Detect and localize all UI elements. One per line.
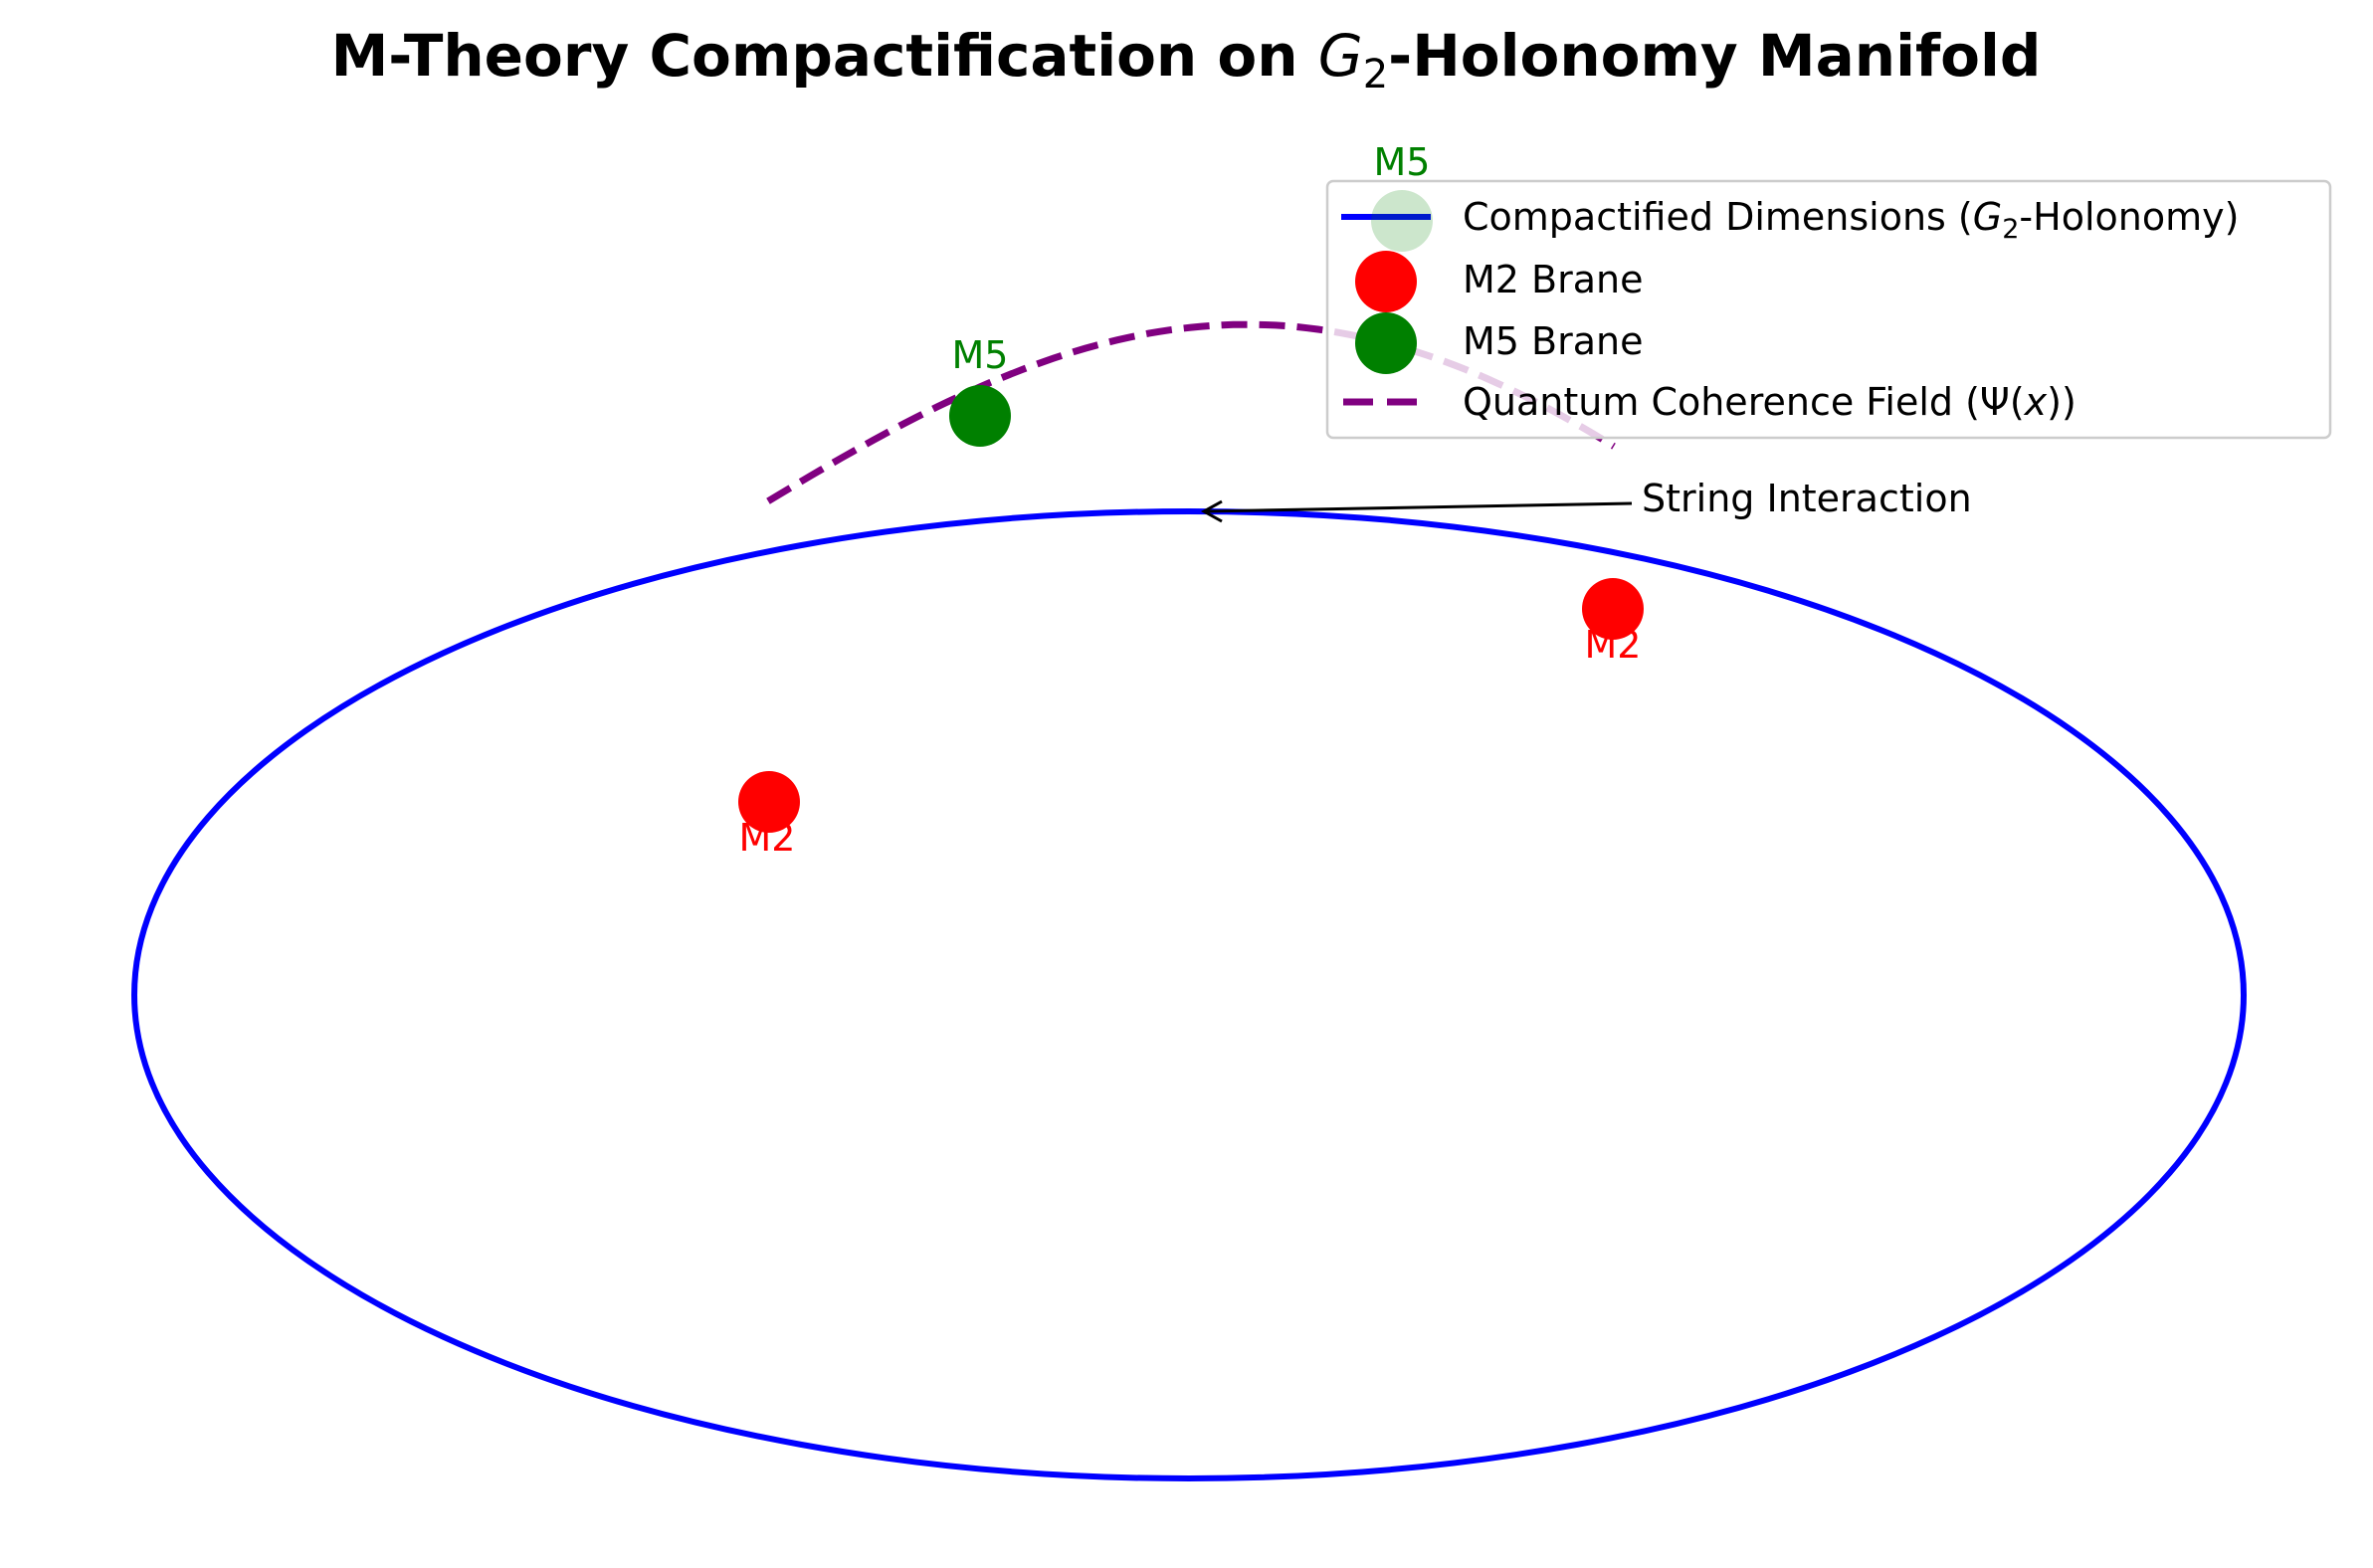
legend-field-prefix: Quantum Coherence Field (Ψ( (1463, 380, 2025, 424)
legend-entry-m5: M5 Brane (1355, 312, 1643, 374)
string-interaction-annotation: String Interaction (1200, 477, 1972, 523)
legend-manifold-symbol: G (1973, 195, 2002, 239)
legend-label-manifold: Compactified Dimensions (G2-Holonomy) (1463, 195, 2239, 245)
title-suffix: -Holonomy Manifold (1388, 22, 2041, 90)
m5-brane-marker (949, 385, 1011, 447)
legend-field-symbol: x (2024, 380, 2048, 424)
legend-field-suffix: )) (2047, 380, 2076, 424)
brane-m2-right: M2 (1582, 578, 1644, 667)
legend-frame (1325, 179, 2332, 440)
quantum-coherence-field (766, 320, 1616, 504)
legend: Compactified Dimensions (G2-Holonomy) M2… (1325, 179, 2332, 440)
diagram-title: M-Theory Compactification on G2-Holonomy… (331, 22, 2042, 98)
m2-brane-marker (1582, 578, 1644, 640)
m2-brane-marker (738, 771, 800, 833)
brane-m5-faded: M5 (1371, 140, 1433, 252)
m5-brane-label: M5 (952, 333, 1009, 377)
legend-m2-swatch (1355, 251, 1417, 312)
brane-m2-left: M2 (738, 771, 800, 860)
m5-brane-marker-faded (1371, 190, 1433, 252)
title-subscript: 2 (1363, 52, 1388, 98)
legend-entry-m2: M2 Brane (1355, 251, 1643, 312)
title-symbol: G (1318, 22, 1363, 90)
legend-entry-field: Quantum Coherence Field (Ψ(x)) (1343, 380, 2076, 424)
m2-brane-label: M2 (1585, 623, 1642, 667)
brane-m5-center: M5 (949, 333, 1011, 447)
annotation-arrowhead (1200, 499, 1223, 523)
annotation-label: String Interaction (1642, 477, 1972, 520)
legend-manifold-suffix: -Holonomy) (2019, 195, 2239, 239)
legend-entry-manifold: Compactified Dimensions (G2-Holonomy) (1341, 195, 2239, 245)
m5-brane-label-faded: M5 (1374, 140, 1431, 184)
legend-label-field: Quantum Coherence Field (Ψ(x)) (1463, 380, 2076, 424)
legend-m5-swatch (1355, 312, 1417, 374)
manifold-ellipse (131, 508, 2247, 1481)
legend-manifold-prefix: Compactified Dimensions ( (1463, 195, 1973, 239)
annotation-arrow-line (1205, 501, 1633, 513)
title-prefix: M-Theory Compactification on (331, 22, 1318, 90)
legend-label-m5: M5 Brane (1463, 319, 1643, 363)
legend-manifold-subscript: 2 (2002, 214, 2019, 245)
legend-label-m2: M2 Brane (1463, 258, 1643, 301)
m2-brane-label: M2 (739, 816, 796, 860)
